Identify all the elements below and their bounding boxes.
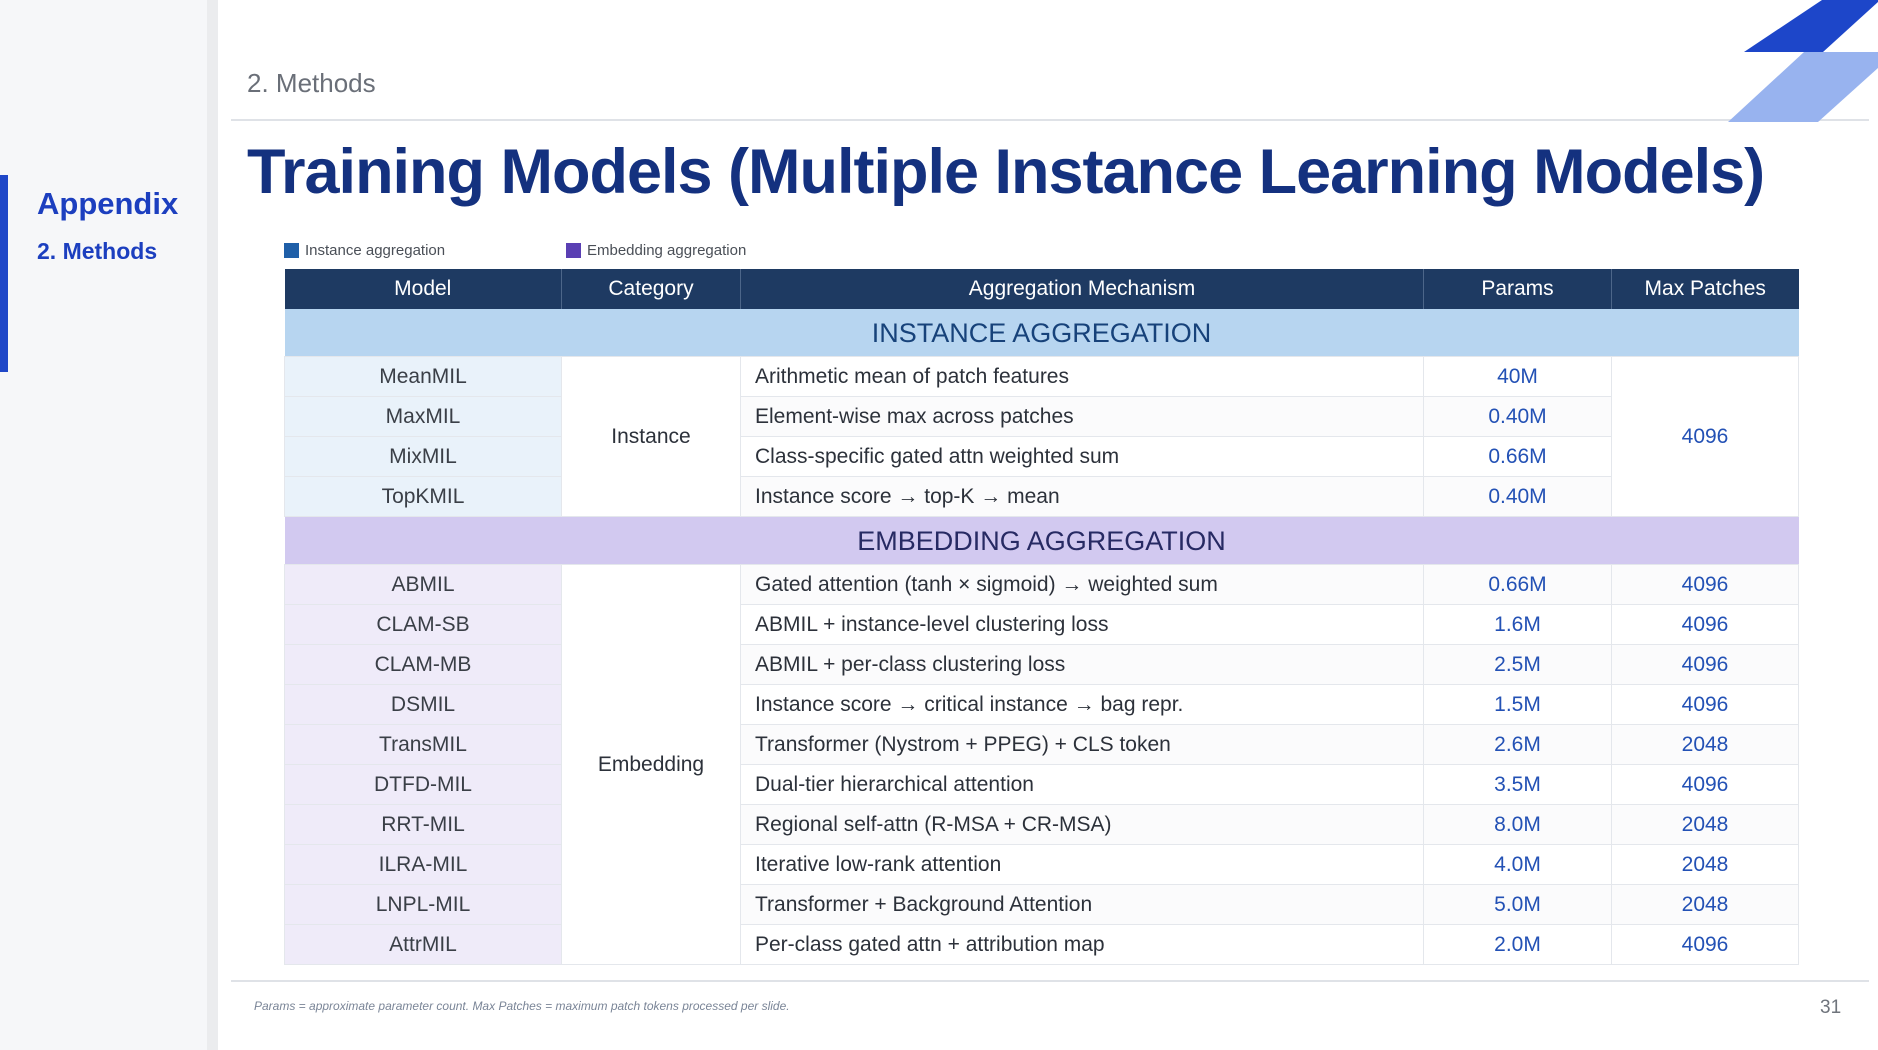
params-cell: 0.40M <box>1423 476 1612 517</box>
params-cell: 4.0M <box>1423 844 1612 885</box>
mechanism-cell: Instance score → critical instance → bag… <box>740 684 1424 725</box>
column-header-mechanism: Aggregation Mechanism <box>740 269 1424 309</box>
sidebar <box>0 0 207 1050</box>
params-cell: 2.0M <box>1423 924 1612 965</box>
table-row: CLAM-MB ABMIL + per-class clustering los… <box>284 644 1799 685</box>
mechanism-cell: Element-wise max across patches <box>740 396 1424 437</box>
max-patches-cell: 4096 <box>1611 924 1799 965</box>
footnote: Params = approximate parameter count. Ma… <box>254 999 790 1013</box>
model-cell: ABMIL <box>284 564 562 605</box>
table-row: MaxMIL Element-wise max across patches 0… <box>284 396 1799 437</box>
mechanism-cell: ABMIL + per-class clustering loss <box>740 644 1424 685</box>
params-cell: 8.0M <box>1423 804 1612 845</box>
legend-label-embedding: Embedding aggregation <box>587 242 747 259</box>
model-cell: TopKMIL <box>284 476 562 517</box>
section-banner-instance: INSTANCE AGGREGATION <box>284 309 1799 357</box>
table-row: TransMIL Transformer (Nystrom + PPEG) + … <box>284 724 1799 765</box>
banner-embedding-label: EMBEDDING AGGREGATION <box>284 516 1799 565</box>
model-cell: DSMIL <box>284 684 562 725</box>
model-cell: CLAM-SB <box>284 604 562 645</box>
params-cell: 0.40M <box>1423 396 1612 437</box>
model-cell: CLAM-MB <box>284 644 562 685</box>
max-patches-cell: 4096 <box>1611 564 1799 605</box>
params-cell: 5.0M <box>1423 884 1612 925</box>
params-cell: 0.66M <box>1423 564 1612 605</box>
table-row: TopKMIL Instance score → top-K → mean 0.… <box>284 476 1799 517</box>
mechanism-cell: Regional self-attn (R-MSA + CR-MSA) <box>740 804 1424 845</box>
model-cell: ILRA-MIL <box>284 844 562 885</box>
max-patches-cell: 2048 <box>1611 804 1799 845</box>
model-cell: MeanMIL <box>284 356 562 397</box>
mechanism-cell: Instance score → top-K → mean <box>740 476 1424 517</box>
mechanism-cell: ABMIL + instance-level clustering loss <box>740 604 1424 645</box>
table-row: MixMIL Class-specific gated attn weighte… <box>284 436 1799 477</box>
mechanism-cell: Class-specific gated attn weighted sum <box>740 436 1424 477</box>
column-header-max-patches: Max Patches <box>1611 269 1799 309</box>
page-number: 31 <box>1820 997 1842 1018</box>
params-cell: 2.6M <box>1423 724 1612 765</box>
category-cell-embedding: Embedding <box>561 564 741 965</box>
legend-label-instance: Instance aggregation <box>305 242 446 259</box>
max-patches-cell-instance: 4096 <box>1611 356 1799 517</box>
sidebar-divider <box>207 0 218 1050</box>
models-table: Model Category Aggregation Mechanism Par… <box>284 269 1799 965</box>
params-cell: 40M <box>1423 356 1612 397</box>
table-row: ABMIL Embedding Gated attention (tanh × … <box>284 564 1799 965</box>
sidebar-subtitle: 2. Methods <box>37 238 158 264</box>
legend-embedding: Embedding aggregation <box>566 242 746 259</box>
max-patches-cell: 4096 <box>1611 604 1799 645</box>
params-cell: 1.6M <box>1423 604 1612 645</box>
max-patches-cell: 4096 <box>1611 684 1799 725</box>
params-cell: 3.5M <box>1423 764 1612 805</box>
model-cell: MixMIL <box>284 436 562 477</box>
max-patches-cell: 2048 <box>1611 724 1799 765</box>
params-cell: 2.5M <box>1423 644 1612 685</box>
table-header-row: Model Category Aggregation Mechanism Par… <box>284 269 1799 309</box>
mechanism-cell: Transformer (Nystrom + PPEG) + CLS token <box>740 724 1424 765</box>
column-header-params: Params <box>1423 269 1612 309</box>
params-cell: 1.5M <box>1423 684 1612 725</box>
legend-swatch-instance <box>284 243 299 258</box>
column-header-model: Model <box>284 269 562 309</box>
category-cell-instance: Instance <box>561 356 741 517</box>
model-cell: DTFD-MIL <box>284 764 562 805</box>
sidebar-active-indicator <box>0 175 8 372</box>
section-banner-embedding: EMBEDDING AGGREGATION <box>284 516 1799 565</box>
max-patches-cell: 2048 <box>1611 884 1799 925</box>
max-patches-cell: 4096 <box>1611 644 1799 685</box>
table-row: DTFD-MIL Dual-tier hierarchical attentio… <box>284 764 1799 805</box>
model-cell: RRT-MIL <box>284 804 562 845</box>
table-row: AttrMIL Per-class gated attn + attributi… <box>284 924 1799 965</box>
model-cell: LNPL-MIL <box>284 884 562 925</box>
mechanism-cell: Gated attention (tanh × sigmoid) → weigh… <box>740 564 1424 605</box>
mechanism-cell: Dual-tier hierarchical attention <box>740 764 1424 805</box>
table-row: DSMIL Instance score → critical instance… <box>284 684 1799 725</box>
mechanism-cell: Per-class gated attn + attribution map <box>740 924 1424 965</box>
sidebar-title: Appendix <box>37 186 179 221</box>
section-label: 2. Methods <box>247 68 376 98</box>
legend-swatch-embedding <box>566 243 581 258</box>
table-row: RRT-MIL Regional self-attn (R-MSA + CR-M… <box>284 804 1799 845</box>
table-row: LNPL-MIL Transformer + Background Attent… <box>284 884 1799 925</box>
model-cell: TransMIL <box>284 724 562 765</box>
mechanism-cell: Arithmetic mean of patch features <box>740 356 1424 397</box>
model-cell: AttrMIL <box>284 924 562 965</box>
column-header-category: Category <box>561 269 741 309</box>
header-divider <box>231 119 1869 121</box>
corner-decoration <box>1728 0 1878 122</box>
footer-divider <box>231 980 1869 982</box>
model-cell: MaxMIL <box>284 396 562 437</box>
page-title: Training Models (Multiple Instance Learn… <box>247 137 1765 207</box>
max-patches-cell: 2048 <box>1611 844 1799 885</box>
table-row: ILRA-MIL Iterative low-rank attention 4.… <box>284 844 1799 885</box>
legend-instance: Instance aggregation <box>284 242 445 259</box>
banner-instance-label: INSTANCE AGGREGATION <box>284 309 1799 357</box>
table-row: CLAM-SB ABMIL + instance-level clusterin… <box>284 604 1799 645</box>
params-cell: 0.66M <box>1423 436 1612 477</box>
mechanism-cell: Transformer + Background Attention <box>740 884 1424 925</box>
max-patches-cell: 4096 <box>1611 764 1799 805</box>
table-row: MeanMIL Instance Arithmetic mean of patc… <box>284 356 1799 517</box>
mechanism-cell: Iterative low-rank attention <box>740 844 1424 885</box>
